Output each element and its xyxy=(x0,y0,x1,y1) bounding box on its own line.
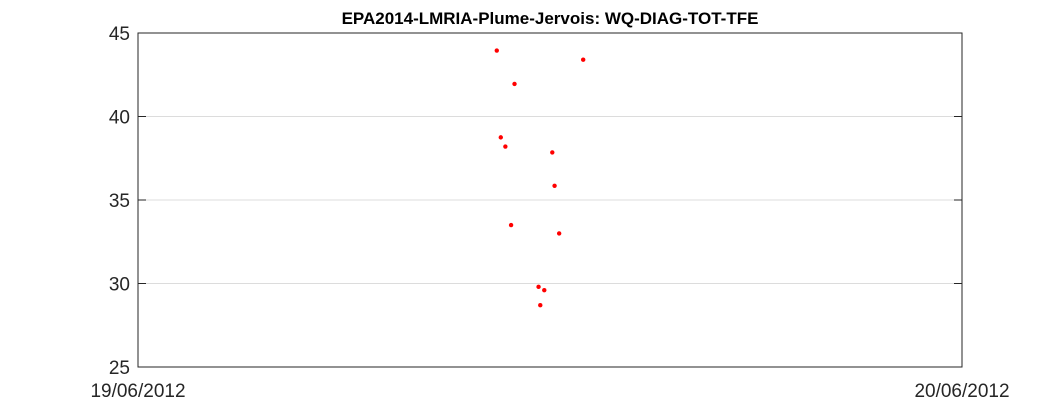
data-points xyxy=(494,48,586,308)
data-point xyxy=(498,135,503,140)
y-tick-label: 40 xyxy=(109,108,130,129)
data-point xyxy=(550,150,555,155)
x-tick-label: 19/06/2012 xyxy=(90,381,185,402)
y-tick-label: 45 xyxy=(109,24,130,45)
y-axis: 25 30 35 40 45 xyxy=(109,24,962,379)
data-point xyxy=(542,287,547,293)
data-point xyxy=(508,222,514,228)
data-point xyxy=(556,231,562,236)
y-tick-label: 30 xyxy=(109,275,130,296)
data-point xyxy=(503,144,508,149)
data-point xyxy=(552,183,557,189)
data-point xyxy=(538,303,543,308)
data-point xyxy=(536,284,541,290)
chart-title: EPA2014-LMRIA-Plume-Jervois: WQ-DIAG-TOT… xyxy=(342,9,759,28)
data-point xyxy=(512,81,517,87)
x-tick-label: 20/06/2012 xyxy=(914,381,1009,402)
grid-lines xyxy=(138,116,962,284)
y-tick-label: 25 xyxy=(109,358,130,379)
x-axis: 19/06/2012 20/06/2012 xyxy=(90,381,1009,402)
y-tick-label: 35 xyxy=(109,191,130,212)
data-point xyxy=(580,57,586,62)
data-point xyxy=(494,48,499,53)
